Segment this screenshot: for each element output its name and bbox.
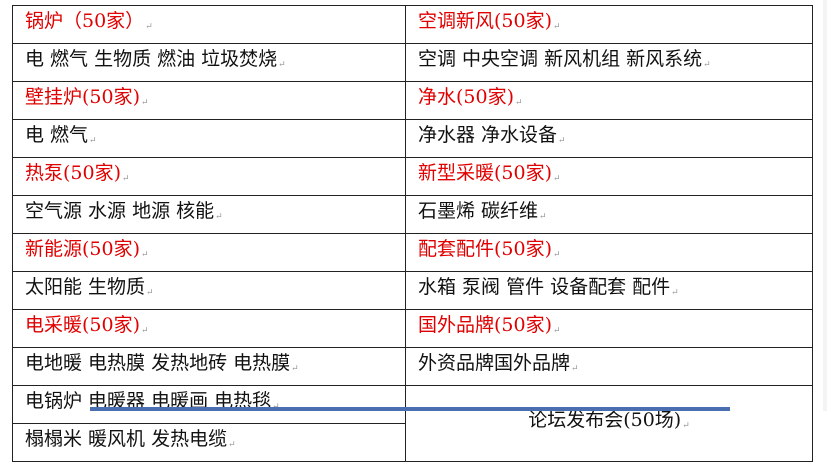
category-heading-cell: 新型采暖(50家)↵ (405, 157, 813, 196)
table-row: 电锅炉 电暖器 电暖画 电热毯↵论坛发布会(50场)↵ (12, 385, 813, 462)
cell-text: 锅炉（50家） (25, 10, 145, 32)
category-items-cell: 水箱 泵阀 管件 设备配套 配件↵ (405, 271, 813, 310)
category-items-cell: 空气源 水源 地源 核能↵ (12, 195, 406, 234)
category-items-cell: 电 燃气 生物质 燃油 垃圾焚烧↵ (12, 43, 406, 82)
paragraph-mark-icon: ↵ (291, 364, 299, 374)
cell-text: 电 燃气 (25, 124, 89, 146)
table-row: 电 燃气 生物质 燃油 垃圾焚烧↵ 空调 中央空调 新风机组 新风系统↵ (12, 43, 813, 82)
category-items-cell: 净水器 净水设备↵ (405, 119, 813, 158)
category-heading-cell: 锅炉（50家）↵ (12, 5, 406, 44)
cell-text: 外资品牌国外品牌 (418, 352, 571, 374)
paragraph-mark-icon: ↵ (558, 136, 566, 146)
category-heading-cell: 空调新风(50家)↵ (405, 5, 813, 44)
cell-text: 水箱 泵阀 管件 设备配套 配件 (418, 276, 671, 298)
cell-text: 壁挂炉(50家) (25, 86, 141, 108)
cell-text: 电采暖(50家) (25, 314, 141, 336)
cell-text: 空调 中央空调 新风机组 新风系统 (418, 48, 703, 70)
paragraph-mark-icon: ↵ (141, 326, 149, 336)
category-items-cell: 电地暖 电热膜 发热地砖 电热膜↵ (12, 347, 406, 386)
table-row: 壁挂炉(50家)↵ 净水(50家)↵ (12, 81, 813, 120)
table-row: 电地暖 电热膜 发热地砖 电热膜↵ 外资品牌国外品牌↵ (12, 347, 813, 386)
decorative-bar (90, 407, 730, 411)
cell-text: 净水器 净水设备 (418, 124, 558, 146)
paragraph-mark-icon: ↵ (553, 326, 561, 336)
paragraph-mark-icon: ↵ (553, 174, 561, 184)
table-row: 电 燃气↵ 净水器 净水设备↵ (12, 119, 813, 158)
table-body: 锅炉（50家）↵ 空调新风(50家)↵ 电 燃气 生物质 燃油 垃圾焚烧↵ 空调 中央… (12, 5, 813, 462)
category-items-cell: 石墨烯 碳纤维↵ (405, 195, 813, 234)
category-items-cell: 空调 中央空调 新风机组 新风系统↵ (405, 43, 813, 82)
paragraph-mark-icon: ↵ (122, 174, 130, 184)
table-row: 热泵(50家)↵ 新型采暖(50家)↵ (12, 157, 813, 196)
paragraph-mark-icon: ↵ (146, 288, 154, 298)
category-heading-cell: 热泵(50家)↵ (12, 157, 406, 196)
category-table: 锅炉（50家）↵ 空调新风(50家)↵ 电 燃气 生物质 燃油 垃圾焚烧↵ 空调 中央… (12, 5, 813, 462)
paragraph-mark-icon: ↵ (89, 136, 97, 146)
paragraph-mark-icon: ↵ (228, 440, 236, 450)
paragraph-mark-icon: ↵ (515, 98, 523, 108)
category-items-cell: 电 燃气↵ (12, 119, 406, 158)
category-heading-cell: 净水(50家)↵ (405, 81, 813, 120)
cell-text: 电 燃气 生物质 燃油 垃圾焚烧 (25, 48, 278, 70)
paragraph-mark-icon: ↵ (553, 250, 561, 260)
category-heading-cell: 壁挂炉(50家)↵ (12, 81, 406, 120)
paragraph-mark-icon: ↵ (145, 22, 153, 32)
category-items-cell: 榻榻米 暖风机 发热电缆↵ (12, 423, 406, 462)
cell-text: 空气源 水源 地源 核能 (25, 200, 215, 222)
cell-text: 榻榻米 暖风机 发热电缆 (25, 428, 228, 450)
category-items-cell: 外资品牌国外品牌↵ (405, 347, 813, 386)
cell-text: 新能源(50家) (25, 238, 141, 260)
category-heading-cell: 新能源(50家)↵ (12, 233, 406, 272)
paragraph-mark-icon: ↵ (278, 60, 286, 70)
paragraph-mark-icon: ↵ (682, 421, 690, 431)
table-row: 电采暖(50家)↵ 国外品牌(50家)↵ (12, 309, 813, 348)
cell-text: 电地暖 电热膜 发热地砖 电热膜 (25, 352, 291, 374)
paragraph-mark-icon: ↵ (215, 212, 223, 222)
category-items-cell: 太阳能 生物质↵ (12, 271, 406, 310)
paragraph-mark-icon: ↵ (703, 60, 711, 70)
category-heading-cell: 配套配件(50家)↵ (405, 233, 813, 272)
cell-text: 热泵(50家) (25, 162, 122, 184)
cell-text: 论坛发布会(50场) (528, 409, 682, 431)
cell-text: 新型采暖(50家) (418, 162, 553, 184)
category-items-cell: 论坛发布会(50场)↵ (405, 385, 813, 462)
cell-text: 石墨烯 碳纤维 (418, 200, 539, 222)
table-row: 新能源(50家)↵ 配套配件(50家)↵ (12, 233, 813, 272)
paragraph-mark-icon: ↵ (553, 22, 561, 32)
cell-text: 太阳能 生物质 (25, 276, 146, 298)
cell-text: 国外品牌(50家) (418, 314, 553, 336)
table-row: 空气源 水源 地源 核能↵ 石墨烯 碳纤维↵ (12, 195, 813, 234)
paragraph-mark-icon: ↵ (141, 98, 149, 108)
cell-text: 配套配件(50家) (418, 238, 553, 260)
table-row: 太阳能 生物质↵ 水箱 泵阀 管件 设备配套 配件↵ (12, 271, 813, 310)
cell-text: 净水(50家) (418, 86, 515, 108)
page-edge (823, 0, 827, 411)
paragraph-mark-icon: ↵ (141, 250, 149, 260)
category-heading-cell: 国外品牌(50家)↵ (405, 309, 813, 348)
cell-text: 电锅炉 电暖器 电暖画 电热毯 (25, 390, 272, 412)
paragraph-mark-icon: ↵ (539, 212, 547, 222)
table-row: 锅炉（50家）↵ 空调新风(50家)↵ (12, 5, 813, 44)
category-heading-cell: 电采暖(50家)↵ (12, 309, 406, 348)
cell-text: 空调新风(50家) (418, 10, 553, 32)
paragraph-mark-icon: ↵ (571, 364, 579, 374)
paragraph-mark-icon: ↵ (671, 288, 679, 298)
category-items-cell: 电锅炉 电暖器 电暖画 电热毯↵ (12, 385, 406, 424)
